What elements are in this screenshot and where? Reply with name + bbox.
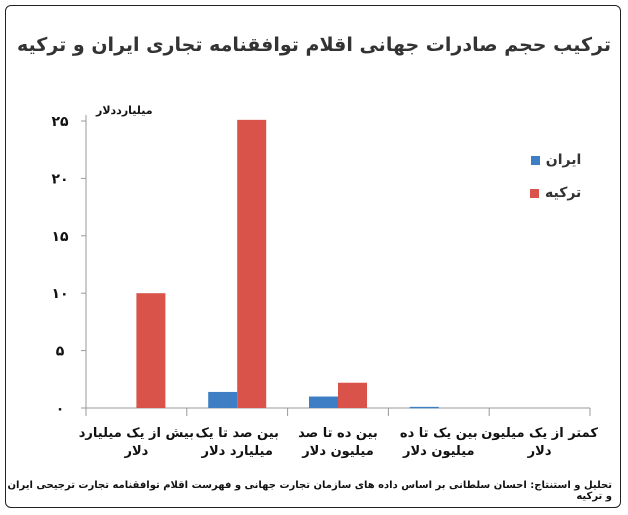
bar-iran [309, 396, 338, 408]
chart-frame [5, 5, 621, 508]
legend-swatch-turkey [530, 188, 539, 198]
chart-title: ترکیب حجم صادرات جهانی اقلام توافقنامه ت… [17, 34, 611, 56]
bar-iran [409, 406, 439, 409]
x-category-label: میلیارد دلار [201, 444, 273, 459]
y-tick-label: ۱۰ [51, 286, 68, 302]
bar-turkey [136, 293, 166, 408]
legend-item-turkey: ترکیه [530, 185, 581, 201]
bar-iran [208, 391, 238, 408]
x-category-label: دلار [123, 444, 148, 459]
x-category-label: دلار [527, 444, 552, 459]
y-tick-label: ۰ [56, 401, 65, 417]
x-category-label: بیش از یک میلیارد [79, 426, 194, 441]
y-tick-label: ۲۰ [51, 171, 68, 187]
bar-turkey [237, 119, 267, 409]
source-credit: تحلیل و استنتاج: احسان سلطانی بر اساس دا… [7, 480, 612, 502]
bar-turkey [338, 382, 367, 408]
x-category-label: میلیون دلار [301, 444, 374, 459]
legend-label-iran: ایران [545, 152, 582, 168]
legend: ایران ترکیه [530, 152, 581, 218]
y-tick-label: ۲۵ [51, 114, 69, 130]
x-category-label: بین یک تا ده [400, 426, 478, 441]
legend-item-iran: ایران [530, 152, 581, 168]
y-axis-unit-label: میلیارددلار [96, 104, 153, 117]
y-tick-label: ۵ [56, 344, 65, 360]
x-category-label: بین ده تا صد [298, 426, 378, 441]
y-tick-label: ۱۵ [51, 229, 69, 245]
x-category-label: بین صد تا یک [195, 426, 279, 441]
legend-label-turkey: ترکیه [545, 185, 582, 201]
x-category-label: میلیون دلار [402, 444, 475, 459]
legend-swatch-iran [530, 155, 540, 165]
x-category-label: کمتر از یک میلیون [481, 426, 598, 441]
